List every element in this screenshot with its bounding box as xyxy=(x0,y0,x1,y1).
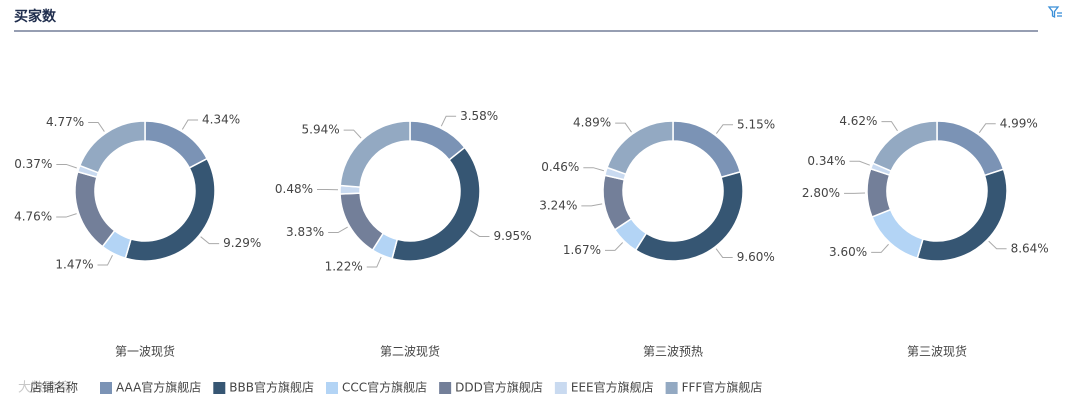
value-label: 4.99% xyxy=(1000,116,1038,130)
legend-swatch xyxy=(555,382,567,394)
legend-swatch xyxy=(326,382,338,394)
legend-swatch xyxy=(439,382,451,394)
value-label: 4.89% xyxy=(573,116,611,130)
legend-label: EEE官方旗舰店 xyxy=(571,380,654,395)
value-label: 1.22% xyxy=(325,260,363,274)
value-label: 3.60% xyxy=(829,245,867,259)
panel-title: 买家数 xyxy=(14,8,57,25)
legend-item[interactable]: CCC官方旗舰店 xyxy=(326,380,427,395)
chart-title: 第一波现货 xyxy=(115,344,175,359)
value-label: 0.37% xyxy=(14,157,52,171)
value-label: 9.95% xyxy=(493,229,531,243)
value-label: 3.24% xyxy=(539,198,577,212)
legend-label: BBB官方旗舰店 xyxy=(229,380,314,395)
value-label: 0.48% xyxy=(275,182,313,196)
value-label: 4.34% xyxy=(202,113,240,127)
value-label: 1.67% xyxy=(563,243,601,257)
chart-title: 第二波现货 xyxy=(380,344,440,359)
legend-title: 店铺名称 xyxy=(30,380,78,395)
value-label: 1.47% xyxy=(55,258,93,272)
donut-segment xyxy=(867,169,891,217)
value-label: 5.15% xyxy=(737,117,775,131)
legend-item[interactable]: AAA官方旗舰店 xyxy=(100,380,201,395)
legend-label: CCC官方旗舰店 xyxy=(342,380,427,395)
value-label: 5.94% xyxy=(302,123,340,137)
legend-label: FFF官方旗舰店 xyxy=(682,380,763,395)
legend-swatch xyxy=(100,382,112,394)
value-label: 3.83% xyxy=(286,225,324,239)
value-label: 4.62% xyxy=(839,114,877,128)
value-label: 4.77% xyxy=(46,115,84,129)
value-label: 0.46% xyxy=(541,160,579,174)
value-label: 3.58% xyxy=(460,109,498,123)
legend-label: DDD官方旗舰店 xyxy=(455,380,543,395)
chart-title: 第三波预热 xyxy=(643,345,703,359)
value-label: 9.29% xyxy=(223,236,261,250)
legend-swatch xyxy=(666,382,678,394)
legend-item[interactable]: BBB官方旗舰店 xyxy=(213,380,314,395)
value-label: 4.76% xyxy=(14,210,52,224)
value-label: 8.64% xyxy=(1011,241,1049,255)
legend-label: AAA官方旗舰店 xyxy=(116,380,201,395)
chart-title: 第三波现货 xyxy=(907,344,967,359)
value-label: 2.80% xyxy=(802,186,840,200)
legend-item[interactable]: DDD官方旗舰店 xyxy=(439,380,543,395)
value-label: 9.60% xyxy=(737,250,775,264)
value-label: 0.34% xyxy=(807,154,845,168)
legend-swatch xyxy=(213,382,225,394)
